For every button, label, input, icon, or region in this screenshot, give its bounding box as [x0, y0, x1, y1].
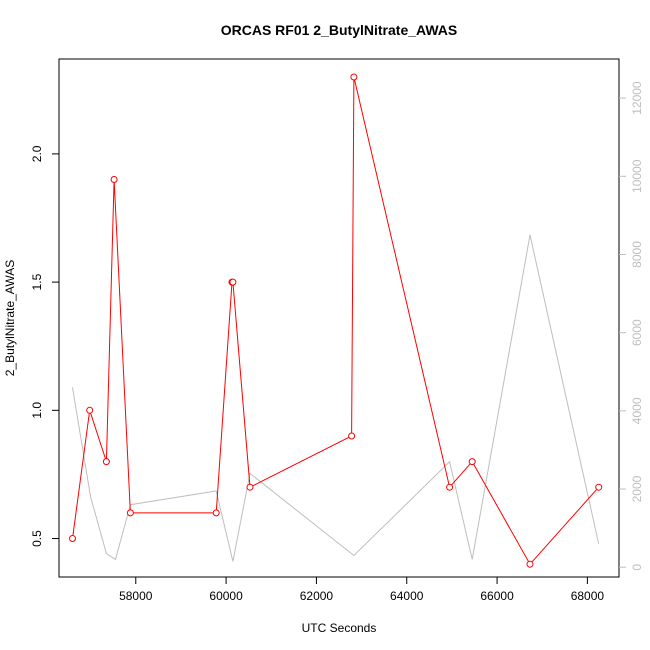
x-axis-ticks: 58000 60000 62000 64000 66000 68000: [119, 577, 604, 603]
chart-title: ORCAS RF01 2_ButylNitrate_AWAS: [221, 22, 458, 38]
y2-tick-label: 6000: [630, 319, 644, 346]
data-point: [350, 73, 358, 81]
y-tick-label: 0.5: [30, 530, 44, 547]
series-line-left: [72, 76, 600, 566]
data-point: [526, 560, 534, 568]
x-tick-label: 64000: [390, 589, 424, 603]
y-axis-left-ticks: 0.5 1.0 1.5 2.0: [30, 145, 59, 547]
y-tick-label: 1.0: [30, 402, 44, 419]
series-layer: [69, 73, 603, 568]
data-point: [212, 509, 220, 517]
x-tick-label: 68000: [571, 589, 605, 603]
y2-tick-label: 12000: [630, 81, 644, 115]
data-point: [69, 535, 76, 542]
y-tick-label: 2.0: [30, 145, 44, 162]
data-point: [126, 509, 134, 517]
plot-frame: [58, 58, 620, 578]
x-tick-label: 66000: [480, 589, 514, 603]
y2-tick-label: 0: [630, 564, 644, 571]
data-point: [110, 176, 118, 183]
data-point: [468, 458, 476, 466]
y2-tick-label: 4000: [630, 397, 644, 424]
data-point: [446, 483, 454, 491]
data-point: [595, 483, 603, 491]
y2-tick-label: 2000: [630, 475, 644, 502]
data-point: [348, 432, 356, 440]
y2-tick-label: 10000: [630, 159, 644, 193]
series-line-right: [72, 234, 600, 562]
y-axis-right-ticks: 0 2000 4000 6000 8000 10000 12000: [619, 81, 644, 571]
data-point: [246, 483, 254, 491]
data-point: [86, 406, 94, 414]
x-tick-label: 58000: [119, 589, 153, 603]
data-point: [102, 458, 110, 466]
data-point: [229, 278, 237, 286]
y-axis-label: 2_ButylNitrate_AWAS: [3, 260, 17, 377]
y-tick-label: 1.5: [30, 273, 44, 290]
x-tick-label: 62000: [300, 589, 334, 603]
x-tick-label: 60000: [209, 589, 243, 603]
y2-tick-label: 8000: [630, 241, 644, 268]
x-axis-label: UTC Seconds: [302, 621, 377, 635]
